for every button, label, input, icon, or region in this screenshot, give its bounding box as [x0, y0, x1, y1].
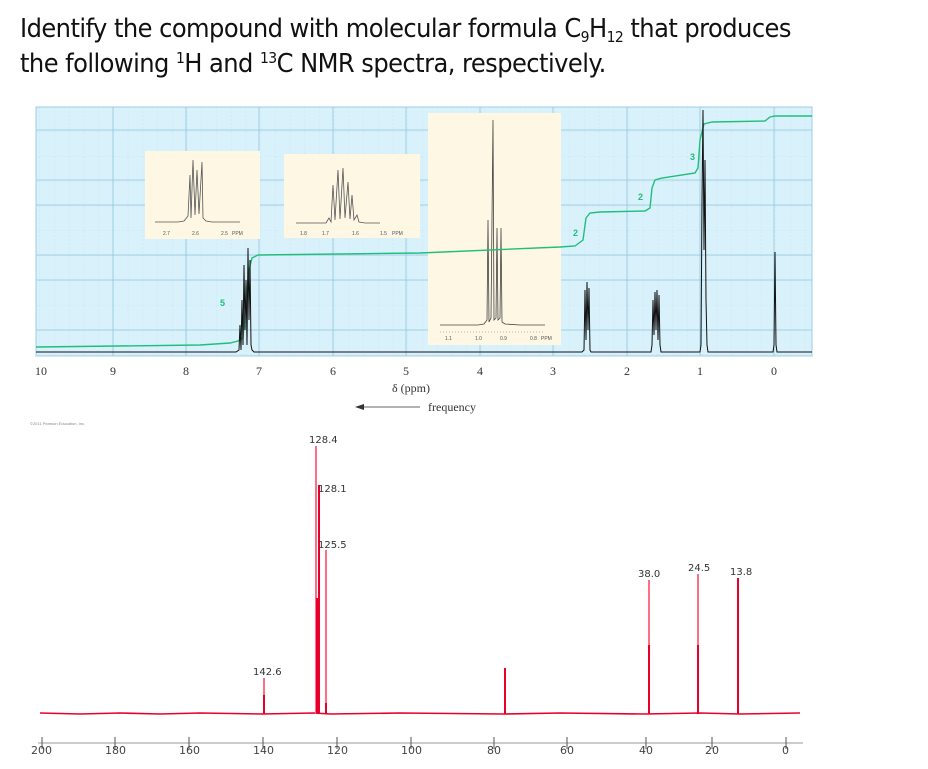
svg-text:0.9: 0.9 [500, 336, 507, 342]
c-nmr-x-axis: 200 180 160 140 120 100 80 60 40 20 0 [31, 744, 789, 757]
inset-2.6ppm: 2.7 2.6 2.5 PPM [145, 151, 260, 239]
peak-77.0 [504, 668, 506, 714]
h-nmr-axis-label: δ (ppm) [392, 381, 430, 395]
svg-text:1.6: 1.6 [352, 231, 359, 237]
svg-text:40: 40 [639, 744, 653, 757]
svg-text:PPM: PPM [392, 231, 403, 237]
svg-text:1.5: 1.5 [380, 231, 387, 237]
c-nmr-baseline [39, 712, 801, 715]
copyright: ©2011 Pearson Education, Inc. [30, 421, 85, 426]
label-128.1: 128.1 [318, 484, 347, 495]
svg-text:1.1: 1.1 [445, 336, 452, 342]
inset-1.65ppm: 1.8 1.7 1.6 1.5 PPM [284, 154, 420, 238]
peak-128.4 [315, 446, 317, 714]
label-142.6: 142.6 [253, 667, 282, 678]
svg-text:180: 180 [105, 744, 126, 757]
frequency-label: frequency [428, 400, 476, 414]
peak-125.5 [325, 550, 327, 714]
svg-text:2.7: 2.7 [163, 231, 170, 237]
h-nmr-trace [36, 109, 812, 353]
svg-text:140: 140 [253, 744, 274, 757]
c-nmr-peaks [263, 446, 739, 714]
peak-128.1 [318, 485, 320, 714]
svg-text:120: 120 [327, 744, 348, 757]
c-nmr-spectrum: 128.4 128.1 125.5 142.6 38.0 24.5 13.8 2… [31, 435, 803, 757]
svg-text:80: 80 [487, 744, 501, 757]
svg-text:PPM: PPM [541, 336, 552, 342]
h-nmr-x-axis: 10 9 8 7 6 5 4 3 2 1 0 [35, 364, 777, 378]
integration-label-5: 5 [220, 298, 225, 308]
svg-text:1.8: 1.8 [300, 231, 307, 237]
svg-text:0: 0 [771, 364, 777, 378]
svg-text:1.7: 1.7 [322, 231, 329, 237]
svg-text:1: 1 [697, 364, 703, 378]
svg-text:2: 2 [624, 364, 630, 378]
svg-text:2.6: 2.6 [192, 231, 199, 237]
label-125.5: 125.5 [318, 540, 347, 551]
label-13.8: 13.8 [730, 567, 752, 578]
svg-text:5: 5 [403, 364, 409, 378]
svg-text:20: 20 [705, 744, 719, 757]
question-line-2: the following 1H and 13C NMR spectra, re… [20, 49, 606, 79]
svg-text:160: 160 [179, 744, 200, 757]
svg-text:9: 9 [110, 364, 116, 378]
svg-text:200: 200 [31, 744, 52, 757]
peak-13.8 [737, 578, 739, 714]
svg-text:2.5: 2.5 [221, 231, 228, 237]
svg-text:100: 100 [401, 744, 422, 757]
integration-label-3: 3 [690, 152, 695, 162]
label-38.0: 38.0 [638, 569, 660, 580]
svg-text:6: 6 [330, 364, 336, 378]
integration-label-2a: 2 [573, 228, 578, 238]
question-text: Identify the compound with molecular for… [20, 12, 857, 82]
svg-text:7: 7 [256, 364, 262, 378]
label-24.5: 24.5 [688, 563, 710, 574]
question-line-1: Identify the compound with molecular for… [20, 14, 791, 46]
svg-text:10: 10 [35, 364, 47, 378]
svg-text:8: 8 [183, 364, 189, 378]
svg-text:0.8: 0.8 [530, 336, 537, 342]
svg-text:3: 3 [550, 364, 556, 378]
svg-text:4: 4 [477, 364, 483, 378]
arrow-left-icon [355, 404, 364, 410]
label-128.4: 128.4 [309, 435, 338, 446]
svg-text:0: 0 [782, 744, 789, 757]
svg-text:PPM: PPM [232, 231, 243, 237]
c-nmr-tick-marks [41, 737, 787, 749]
svg-text:1.0: 1.0 [475, 336, 482, 342]
svg-text:60: 60 [560, 744, 574, 757]
integration-label-2b: 2 [638, 192, 643, 202]
inset-0.95ppm: 1.1 1.0 0.9 0.8 PPM [428, 113, 561, 345]
h-nmr-spectrum: 2.7 2.6 2.5 PPM 1.8 1.7 1.6 1.5 PPM 1.1 … [30, 106, 813, 426]
peak-24.5 [697, 574, 699, 714]
